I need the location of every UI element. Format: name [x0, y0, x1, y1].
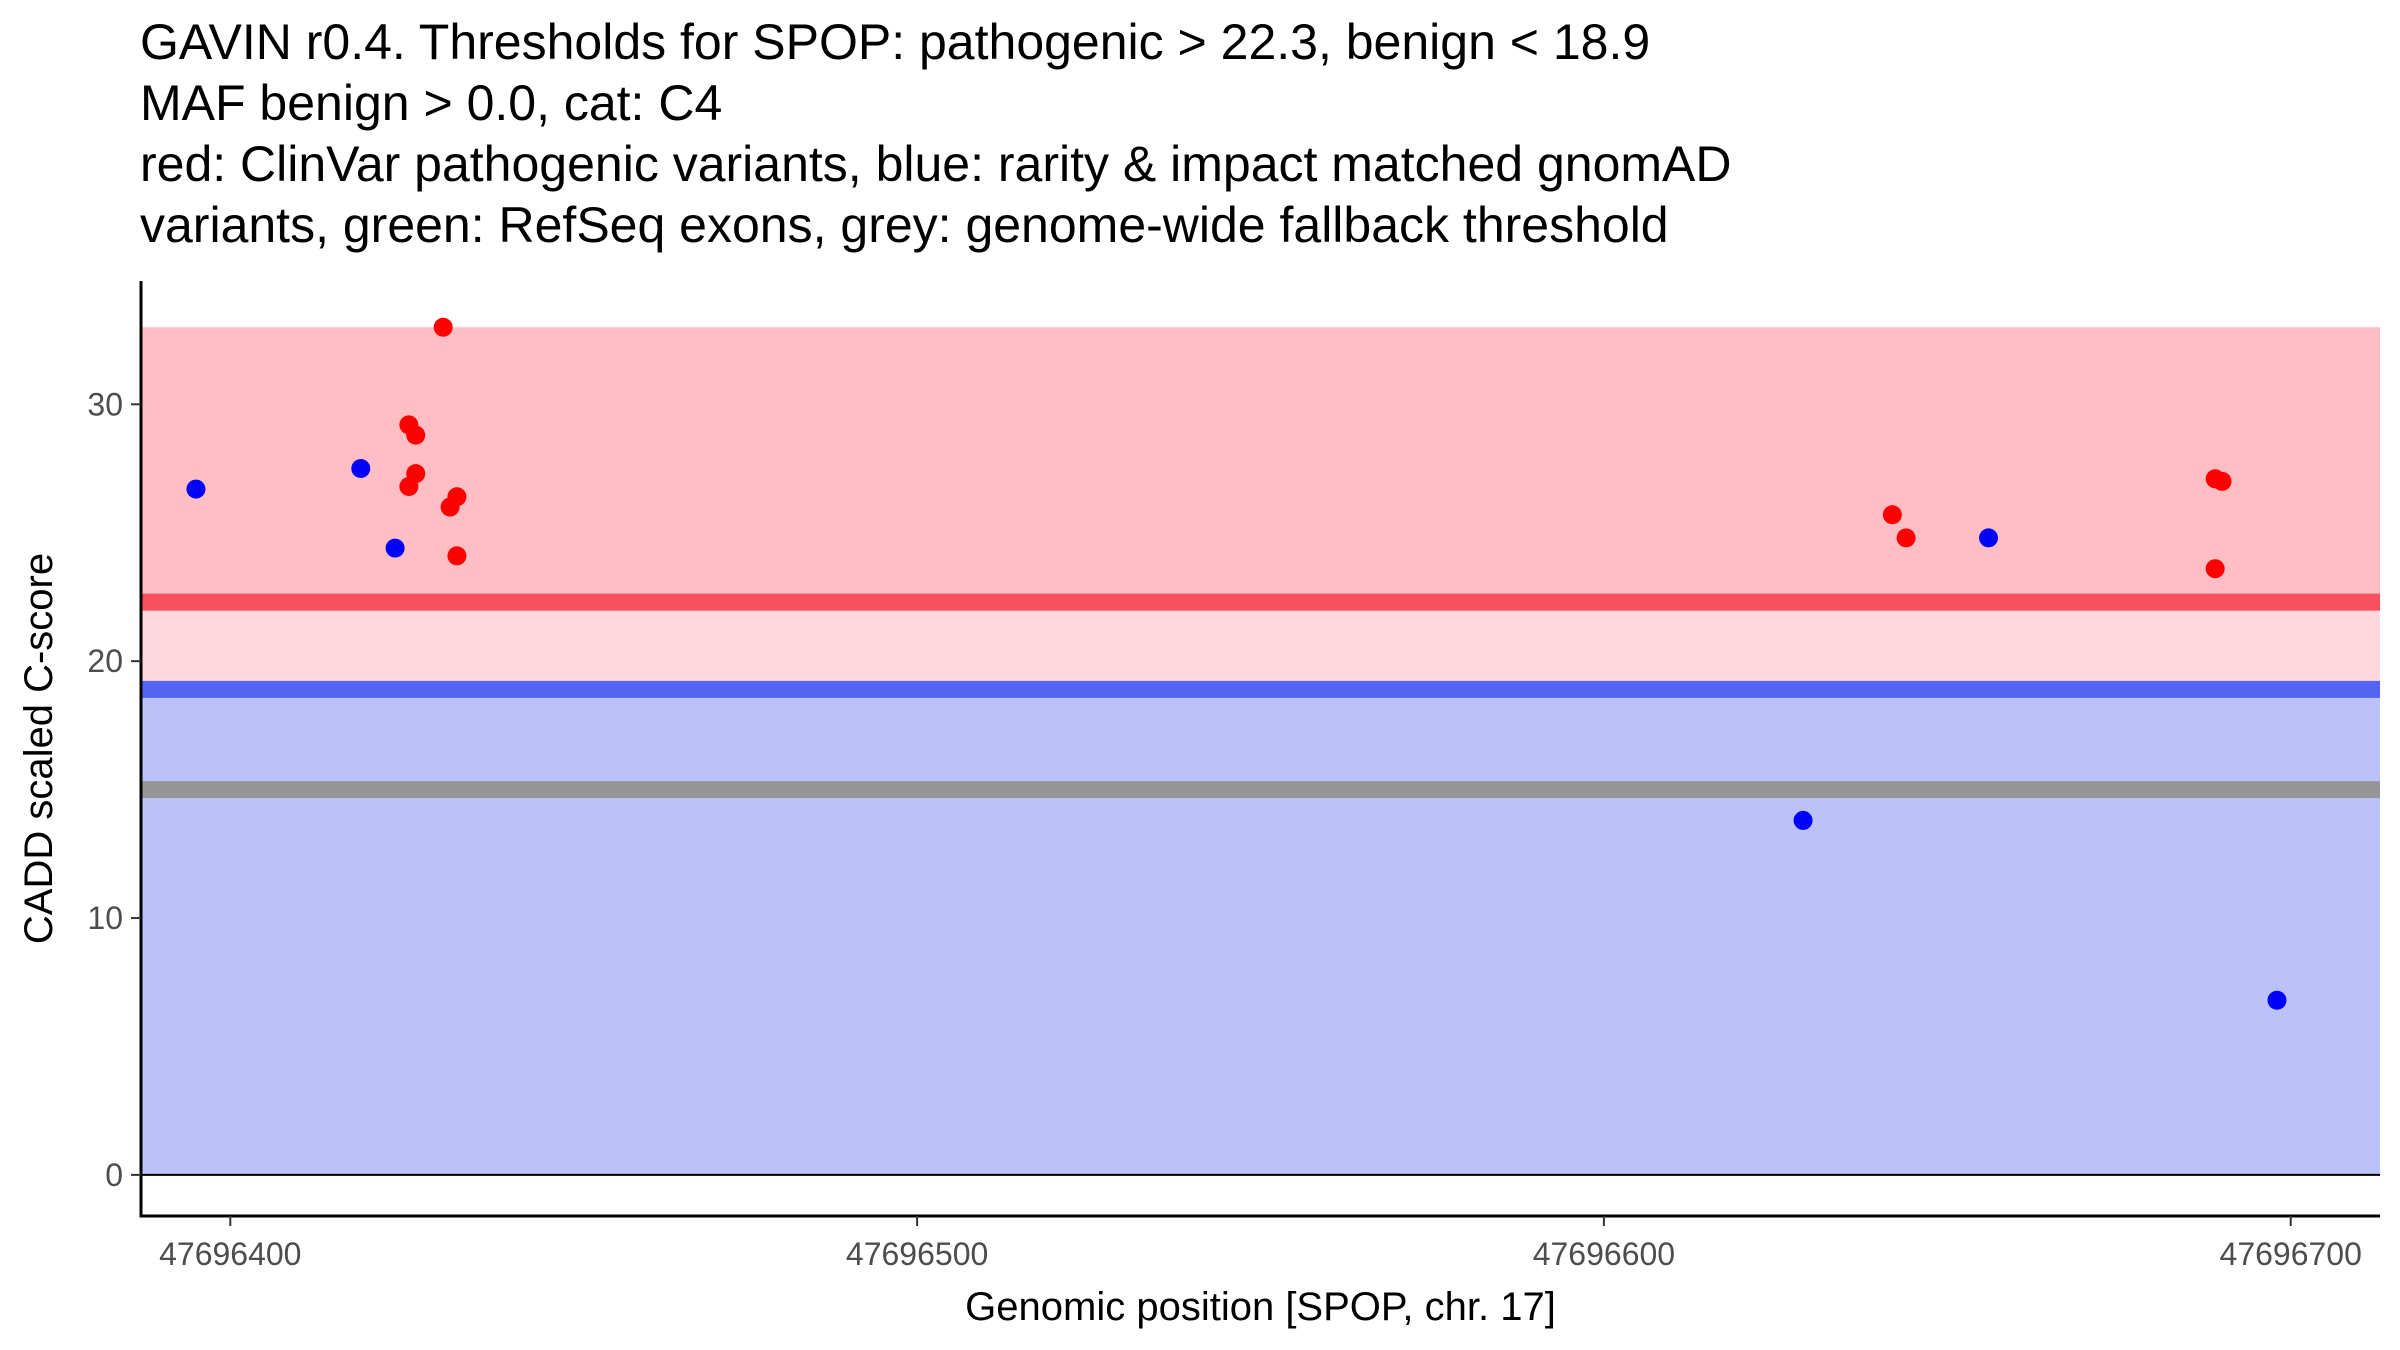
title-line-3: red: ClinVar pathogenic variants, blue: … [140, 136, 1732, 192]
pathogenic-variant-point-1 [433, 317, 453, 337]
benign-variant-point-4 [1979, 528, 1999, 548]
y-axis-title: CADD scaled C-score [17, 553, 61, 944]
pathogenic-variant-point-8 [447, 546, 467, 566]
y-tick-label: 20 [87, 643, 123, 679]
benign-variant-point-6 [2267, 990, 2287, 1010]
pathogenic-variant-point-10 [1896, 528, 1916, 548]
pathogenic-region-band [141, 327, 2380, 603]
benign-region-band [141, 689, 2380, 1175]
pathogenic-variant-point-9 [1882, 505, 1902, 525]
axes-layer: 0 10 20 30 47696400 47696500 47696600 47696700 [87, 281, 2380, 1272]
pathogenic-variant-point-5 [399, 476, 419, 496]
benign-variant-point-3 [385, 538, 405, 558]
pathogenic-variant-point-3 [406, 425, 426, 445]
points-layer [186, 317, 2287, 1010]
thresholds-layer [141, 593, 2380, 799]
benign-variant-point-2 [351, 459, 371, 479]
title-line-4: variants, green: RefSeq exons, grey: gen… [140, 197, 1669, 253]
title-line-2: MAF benign > 0.0, cat: C4 [140, 75, 723, 131]
benign-variant-point-1 [186, 479, 206, 499]
x-axis-title: Genomic position [SPOP, chr. 17] [965, 1285, 1556, 1329]
y-tick-label: 10 [87, 900, 123, 936]
title-line-1: GAVIN r0.4. Thresholds for SPOP: pathoge… [140, 14, 1651, 70]
chart-title: GAVIN r0.4. Thresholds for SPOP: pathoge… [140, 12, 2340, 256]
x-tick-label: 47696400 [159, 1236, 301, 1272]
x-tick-label: 47696500 [846, 1236, 988, 1272]
bands-layer [141, 327, 2380, 1175]
y-tick-label: 0 [105, 1157, 123, 1193]
x-tick-label: 47696700 [2220, 1236, 2362, 1272]
x-tick-label: 47696600 [1533, 1236, 1675, 1272]
pathogenic-variant-point-13 [2205, 559, 2225, 579]
pathogenic-variant-point-7 [440, 497, 460, 517]
y-tick-label: 30 [87, 386, 123, 422]
benign-variant-point-5 [1793, 810, 1813, 830]
grey-zone-band [141, 602, 2380, 690]
pathogenic-variant-point-12 [2212, 471, 2232, 491]
